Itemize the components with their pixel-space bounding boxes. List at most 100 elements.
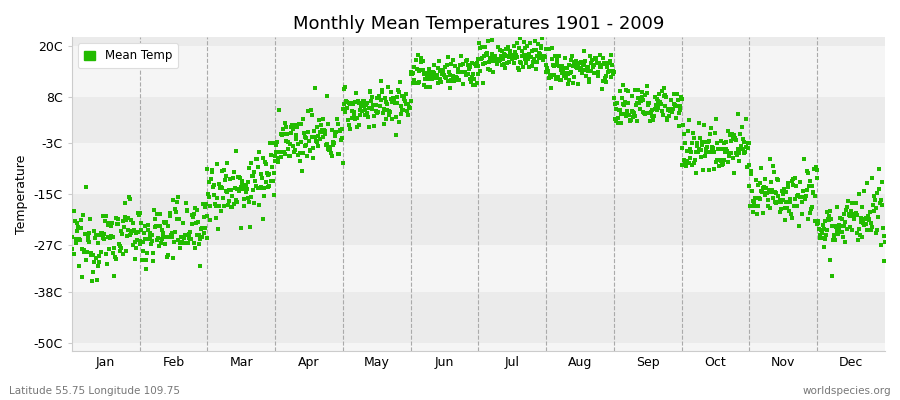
Point — [540, 65, 554, 71]
Point — [266, 178, 281, 184]
Point — [283, 140, 297, 147]
Point — [762, 155, 777, 162]
Point — [679, 140, 693, 146]
Point — [674, 95, 688, 102]
Point — [557, 64, 572, 71]
Point — [436, 72, 451, 79]
Point — [207, 182, 221, 188]
Point — [640, 90, 654, 96]
Point — [629, 118, 643, 124]
Point — [184, 236, 198, 242]
Point — [104, 233, 118, 240]
Point — [745, 188, 760, 194]
Point — [581, 68, 596, 74]
Point — [718, 138, 733, 145]
Point — [836, 234, 850, 240]
Point — [488, 53, 502, 59]
Point — [656, 112, 670, 118]
Point — [480, 52, 494, 58]
Point — [308, 134, 322, 140]
Point — [322, 147, 337, 153]
Point — [252, 202, 266, 208]
Point — [838, 239, 852, 245]
Point — [315, 129, 329, 136]
Point — [353, 106, 367, 113]
Point — [633, 106, 647, 112]
Point — [810, 221, 824, 228]
Point — [422, 66, 436, 72]
Point — [306, 155, 320, 162]
Point — [408, 80, 422, 86]
Point — [539, 69, 554, 75]
Point — [873, 196, 887, 203]
Point — [622, 112, 636, 118]
Point — [75, 274, 89, 280]
Point — [289, 132, 303, 138]
Point — [249, 156, 264, 162]
Point — [403, 104, 418, 111]
Point — [447, 77, 462, 83]
Point — [602, 68, 616, 74]
Point — [328, 128, 343, 135]
Point — [418, 70, 432, 77]
Point — [553, 77, 567, 83]
Point — [368, 102, 382, 108]
Point — [374, 78, 388, 84]
Point — [208, 201, 222, 207]
Point — [859, 221, 873, 227]
Point — [173, 244, 187, 251]
Point — [310, 133, 325, 139]
Point — [818, 218, 832, 224]
Point — [608, 106, 623, 112]
Point — [318, 131, 332, 137]
Point — [734, 146, 748, 152]
Point — [651, 105, 665, 111]
Point — [337, 86, 351, 93]
Point — [220, 160, 235, 166]
Point — [219, 173, 233, 179]
Point — [820, 227, 834, 234]
Point — [826, 232, 841, 239]
Point — [92, 253, 106, 259]
Point — [77, 248, 92, 255]
Point — [83, 216, 97, 222]
Point — [814, 230, 829, 237]
Point — [384, 96, 399, 102]
Point — [490, 58, 504, 64]
Point — [712, 156, 726, 163]
Point — [661, 106, 675, 113]
Point — [86, 228, 101, 234]
Point — [744, 170, 759, 177]
Point — [585, 63, 599, 69]
Point — [246, 186, 260, 193]
Point — [397, 94, 411, 101]
Point — [260, 170, 274, 176]
Point — [368, 102, 382, 108]
Point — [138, 236, 152, 242]
Point — [410, 80, 424, 86]
Point — [211, 195, 225, 201]
Point — [71, 262, 86, 269]
Point — [807, 218, 822, 224]
Point — [378, 95, 392, 102]
Point — [189, 220, 203, 226]
Point — [693, 154, 707, 160]
Point — [514, 60, 528, 66]
Point — [324, 150, 338, 156]
Point — [134, 219, 148, 226]
Point — [747, 203, 761, 210]
Point — [699, 146, 714, 152]
Point — [403, 71, 418, 77]
Legend: Mean Temp: Mean Temp — [77, 43, 178, 68]
Point — [242, 199, 256, 206]
Point — [659, 94, 673, 101]
Point — [572, 65, 586, 72]
Point — [232, 174, 247, 180]
Point — [671, 109, 686, 116]
Point — [852, 232, 867, 238]
Point — [594, 62, 608, 68]
Point — [604, 52, 618, 58]
Point — [350, 114, 365, 121]
Point — [724, 131, 739, 138]
Point — [136, 239, 150, 245]
